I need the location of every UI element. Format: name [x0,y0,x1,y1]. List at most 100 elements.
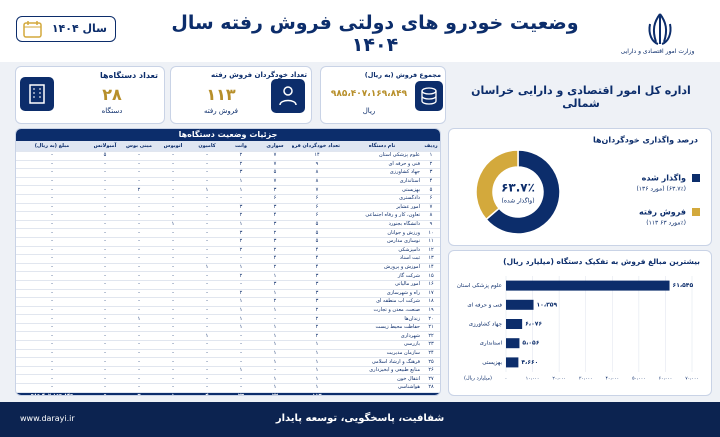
table-cell: ۱ [258,374,292,385]
table-cell: ۵ [292,220,342,230]
footer-slogan: شفافیت، پاسخگویی، توسعه پایدار [275,413,445,424]
table-cell: - [156,263,190,273]
legend-detail: (۱۳۶ مورد) (۶۳.۷٪) [636,186,686,193]
table-cell: - [156,357,190,367]
x-tick-label: ۶۰،۰۰۰ [659,377,673,382]
footer: شفافیت، پاسخگویی، توسعه پایدار www.daray… [0,402,720,437]
table-cell: ۱۵ [422,271,440,281]
table-cell: - [88,280,122,290]
table-cell: ۱ [224,314,258,324]
table-header-cell: مبلغ (به ریال) [16,141,88,152]
table-cell: ۱ [190,331,224,342]
footer-website: www.darayi.ir [20,414,75,423]
table-cell: - [16,263,88,273]
table-cell: - [88,323,122,333]
table-row: ۱۲ دامپزشکی ۴ ۲ ۲- - - - - [16,246,440,256]
table-cell: امور عشایر [342,203,422,213]
table-header-cell: ردیف [422,141,440,152]
table-cell: - [16,246,88,256]
table-cell: شهرداری [342,331,422,342]
table-cell: - [190,246,224,256]
donut-center-value: ۶۳.۷٪ [501,181,535,195]
kpi-icon [20,77,54,111]
table-cell: - [88,349,122,359]
table-cell: - [156,297,190,307]
table-cell: ۱ [190,263,224,273]
table-row: ۴ استانداری ۸ ۷ ۱- - - - - [16,177,440,187]
table-cell: ۱۰ [422,228,440,238]
table-cell: ۱۴ [292,151,342,161]
table-cell: ۲۴ [422,349,440,359]
bar [506,357,519,368]
table-cell: - [88,194,122,204]
x-tick-label: ۴۰،۰۰۰ [606,377,620,382]
table-cell: ۲ [292,331,342,342]
table-cell: ۱ [156,392,190,395]
table-cell: - [122,383,156,393]
table-cell: - [156,314,190,324]
table-cell: ۱ [224,297,258,307]
table-cell: - [156,185,190,195]
table-cell: ۳ [422,168,440,178]
table-cell: - [156,306,190,316]
table-cell: - [156,254,190,264]
table-cell: - [156,151,190,161]
table-cell: - [190,374,224,385]
table-cell: - [16,340,88,350]
table-cell: - [122,220,156,230]
table-header-cell: آمبولانس [88,141,122,152]
table-cell: ۱ [224,220,258,230]
legend-label: واگذار شده [642,173,686,183]
table-cell: ۲۲ [422,331,440,342]
table-cell: ۲ [292,323,342,333]
table-cell: - [190,383,224,393]
kpi-label: تعداد خودگردان فروش رفته [210,71,307,79]
table-cell: - [88,383,122,393]
page-title: وضعیت خودرو های دولتی فروش رفته سال ۱۴۰۴ [171,12,579,56]
table-cell: - [156,374,190,385]
table-cell: - [16,314,88,324]
table-cell: - [16,168,88,178]
table-cell: زندان‌ها [342,314,422,324]
table-cell: - [16,160,88,170]
table-cell: ۱۸ [422,297,440,307]
table-cell: ۲ [224,151,258,161]
table-cell: ۳ [292,271,342,281]
table-cell: - [156,228,190,238]
table-cell: - [16,211,88,221]
table-cell: - [122,374,156,385]
table-cell: - [122,151,156,161]
table-cell: - [156,203,190,213]
table-cell: ۱۳ [422,254,440,264]
table-cell: - [88,297,122,307]
table-cell: ۳ [224,203,258,213]
value-label: ۱۰،۳۵۹ [537,301,558,308]
kpi-card: مجموع فروش (به ریال) ۹۸۵،۴۰۷،۱۶۹،۸۴۹ ریا… [320,66,446,124]
table-cell: - [16,220,88,230]
table-cell: - [190,280,224,290]
category-label: استانداری [480,341,503,347]
x-axis-label: (میلیارد ریال) [464,376,492,382]
table-cell: - [122,280,156,290]
chart-title: درصد واگذاری خودگردان‌ها [593,135,698,145]
table-cell: - [156,340,190,350]
table-cell: - [16,357,88,367]
table-row: ۲۰ زندان‌ها ۲-۱- -۱- - [16,314,440,324]
table-row: ۵ بهزیستی ۷ ۳ ۱ ۱-۲- - [16,185,440,195]
table-cell: - [190,314,224,324]
table-cell: ۱ [422,151,440,161]
charts: درصد واگذاری خودگردان‌ها واگذار شده (۱۳۶ م… [457,135,700,382]
table-cell: ۳ [292,280,342,290]
table-row: ۱۵ شرکت گاز ۳ ۱ ۲- - - - - [16,271,440,281]
table-cell: ۲ [258,228,292,238]
table-cell: ۲ [422,160,440,170]
emblem [648,13,672,45]
table-cell: انتقال خون [342,374,422,385]
table-cell: ۱ [258,289,292,299]
table-cell: - [156,323,190,333]
table-cell: سازمان مدیریت [342,349,422,359]
table-cell: ۱ [156,220,190,230]
table-cell: علوم پزشکی استان [342,151,422,161]
table-cell: نوسازی مدارس [342,237,422,247]
table-cell: ۶ [292,203,342,213]
